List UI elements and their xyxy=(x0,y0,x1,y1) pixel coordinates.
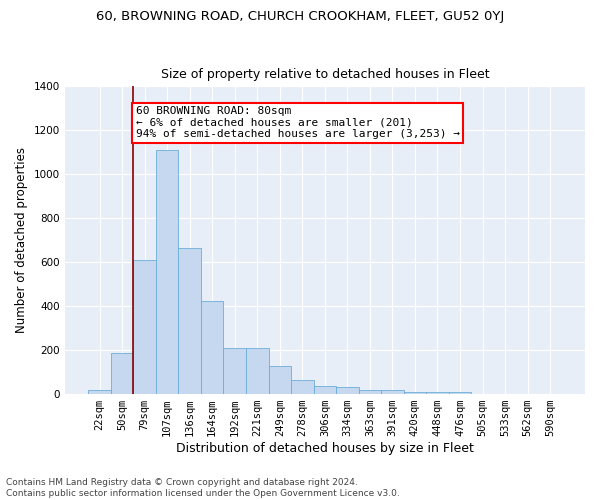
Bar xyxy=(133,260,156,394)
Bar xyxy=(246,348,269,394)
Bar xyxy=(359,390,381,394)
Bar xyxy=(178,248,201,394)
Bar xyxy=(269,366,291,394)
Text: 60, BROWNING ROAD, CHURCH CROOKHAM, FLEET, GU52 0YJ: 60, BROWNING ROAD, CHURCH CROOKHAM, FLEE… xyxy=(96,10,504,23)
Bar xyxy=(381,390,404,394)
Bar xyxy=(449,392,471,394)
Text: Contains HM Land Registry data © Crown copyright and database right 2024.
Contai: Contains HM Land Registry data © Crown c… xyxy=(6,478,400,498)
Text: 60 BROWNING ROAD: 80sqm
← 6% of detached houses are smaller (201)
94% of semi-de: 60 BROWNING ROAD: 80sqm ← 6% of detached… xyxy=(136,106,460,140)
Bar xyxy=(291,380,314,394)
Bar xyxy=(111,353,133,394)
Bar xyxy=(336,388,359,394)
Bar xyxy=(88,390,111,394)
Bar xyxy=(314,386,336,394)
X-axis label: Distribution of detached houses by size in Fleet: Distribution of detached houses by size … xyxy=(176,442,474,455)
Bar xyxy=(426,392,449,394)
Title: Size of property relative to detached houses in Fleet: Size of property relative to detached ho… xyxy=(161,68,489,81)
Y-axis label: Number of detached properties: Number of detached properties xyxy=(15,147,28,333)
Bar xyxy=(223,348,246,394)
Bar xyxy=(404,392,426,394)
Bar xyxy=(201,300,223,394)
Bar xyxy=(156,150,178,394)
